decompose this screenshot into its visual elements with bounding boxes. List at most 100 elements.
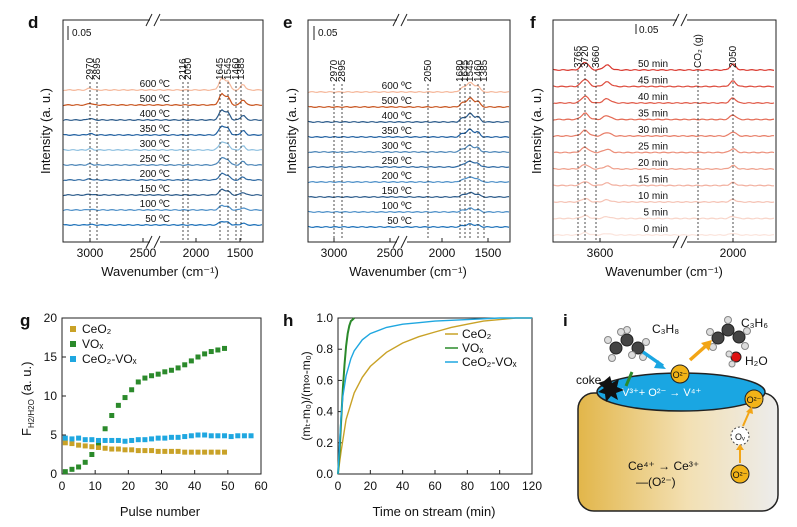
h-x-tick-label-2: 40 xyxy=(396,479,410,493)
peak-label-d-4: 1645 xyxy=(215,57,226,80)
g-point-2-17 xyxy=(175,434,181,440)
g-legend-swatch-0 xyxy=(70,326,76,332)
series-label-e-4: 300 ºC xyxy=(382,141,412,152)
desorption-arrow-head xyxy=(701,340,712,351)
g-legend-label-0: CeO₂ xyxy=(82,322,112,336)
panel-letter-e: e xyxy=(283,13,292,32)
g-point-1-11 xyxy=(135,379,141,385)
g-y-tick-label-2: 10 xyxy=(44,389,58,403)
axis-break-f-bottom xyxy=(677,236,687,248)
series-label-d-7: 150 ºC xyxy=(140,184,170,195)
spectrum-e-5 xyxy=(308,160,510,169)
axis-break-d-bottom xyxy=(150,236,160,248)
g-legend-swatch-1 xyxy=(70,341,76,347)
peak-lines-e xyxy=(333,84,485,240)
series-label-e-7: 150 ºC xyxy=(382,186,412,197)
g-point-0-9 xyxy=(122,447,128,453)
o2-lattice-label: O²⁻ xyxy=(747,395,762,405)
peak-label-d-7: 1385 xyxy=(236,57,247,80)
peak-label-f-0: 3765 xyxy=(573,45,584,68)
h-y-tick-label-4: 0.8 xyxy=(316,342,333,356)
g-point-2-8 xyxy=(115,437,121,443)
g-point-0-22 xyxy=(208,449,214,455)
g-point-1-24 xyxy=(222,345,228,351)
g-point-1-15 xyxy=(162,369,168,375)
spectra-f xyxy=(553,61,775,237)
water-molecule xyxy=(725,350,742,368)
spectrum-f-7 xyxy=(553,181,774,187)
peak-lines-f xyxy=(577,70,734,240)
h-x-tick-label-4: 80 xyxy=(461,479,475,493)
axes-frame-f xyxy=(552,19,777,243)
g-x-tick-label-4: 40 xyxy=(188,479,202,493)
spectrum-f-10 xyxy=(553,231,775,237)
axis-break-e-bottom xyxy=(397,236,407,248)
series-label-f-3: 35 min xyxy=(638,109,668,120)
g-point-2-20 xyxy=(195,432,201,438)
vacancy-to-lattice-arrow-head xyxy=(746,406,753,414)
g-point-1-6 xyxy=(102,426,108,432)
panel-letter-f: f xyxy=(530,13,536,32)
coke-label: coke xyxy=(576,373,602,387)
series-label-d-3: 350 ºC xyxy=(140,124,170,135)
g-point-0-1 xyxy=(69,441,75,447)
x-ticks-d: 3000 2500 2000 1500 xyxy=(77,238,254,260)
x-tick-label-d-3: 1500 xyxy=(227,246,254,260)
g-legend-swatch-2 xyxy=(70,356,76,362)
g-point-0-4 xyxy=(89,444,95,450)
spectrum-f-0 xyxy=(553,61,775,72)
g-point-2-12 xyxy=(142,437,148,443)
coking-arrow xyxy=(624,371,634,387)
g-point-2-28 xyxy=(248,433,254,439)
series-label-e-9: 50 ºC xyxy=(387,216,412,227)
series-label-e-1: 500 ºC xyxy=(382,96,412,107)
series-label-e-2: 400 ºC xyxy=(382,111,412,122)
x-tick-label-e-2: 2000 xyxy=(429,246,456,260)
spectrum-e-0 xyxy=(308,81,510,94)
x-ticks-f: 3600 2000 xyxy=(587,238,747,260)
g-x-tick-label-0: 0 xyxy=(59,479,66,493)
h-y-tick-label-0: 0.0 xyxy=(316,467,333,481)
panel-letter-g: g xyxy=(20,311,30,330)
g-point-0-15 xyxy=(162,448,168,454)
series-label-d-8: 100 ºC xyxy=(140,199,170,210)
bulk-to-vacancy-arrow-head xyxy=(736,444,744,450)
ce-oxygen: —(O²⁻) xyxy=(636,475,676,489)
o2-lattice xyxy=(744,389,764,409)
g-point-2-7 xyxy=(109,437,115,443)
series-label-f-1: 45 min xyxy=(638,76,668,87)
g-legend-label-2: CeO₂-VOₓ xyxy=(82,352,137,366)
o2-surface-label: O²⁻ xyxy=(673,370,688,380)
series-label-d-0: 600 ºC xyxy=(140,79,170,90)
x-axis-label-d: Wavenumber (cm⁻¹) xyxy=(101,264,219,279)
h2o-label: H₂O xyxy=(745,354,768,368)
series-label-d-6: 200 ºC xyxy=(140,169,170,180)
spectrum-d-0 xyxy=(63,76,263,92)
g-point-1-7 xyxy=(109,413,115,418)
g-point-2-3 xyxy=(82,437,88,443)
g-y-tick-label-4: 20 xyxy=(44,311,58,325)
g-point-1-14 xyxy=(155,371,161,377)
x-tick-label-f-0: 3600 xyxy=(587,246,614,260)
g-point-0-21 xyxy=(202,449,208,455)
h-x-tick-label-5: 100 xyxy=(490,479,510,493)
oxygen-vacancy-label: Oᵥ xyxy=(735,432,745,442)
scale-label-f: 0.05 xyxy=(639,25,659,36)
g-point-1-19 xyxy=(188,358,194,364)
peak-label-d-0: 2970 xyxy=(85,57,96,80)
data-lines-h xyxy=(337,317,532,475)
h-x-tick-label-3: 60 xyxy=(428,479,442,493)
scale-label-d: 0.05 xyxy=(72,28,92,39)
coke-deposit xyxy=(598,376,624,402)
spectrum-d-3 xyxy=(63,125,263,137)
spectra-e xyxy=(308,81,510,229)
x-axis-label-f: Wavenumber (cm⁻¹) xyxy=(605,264,723,279)
axis-break-mark-f-bottom xyxy=(672,235,688,249)
peak-label-f-2: 3660 xyxy=(591,45,602,68)
series-label-d-9: 50 ºC xyxy=(145,214,170,225)
g-point-2-10 xyxy=(129,437,135,443)
peak-label-d-5: 1545 xyxy=(223,57,234,80)
g-point-2-0 xyxy=(62,435,68,441)
